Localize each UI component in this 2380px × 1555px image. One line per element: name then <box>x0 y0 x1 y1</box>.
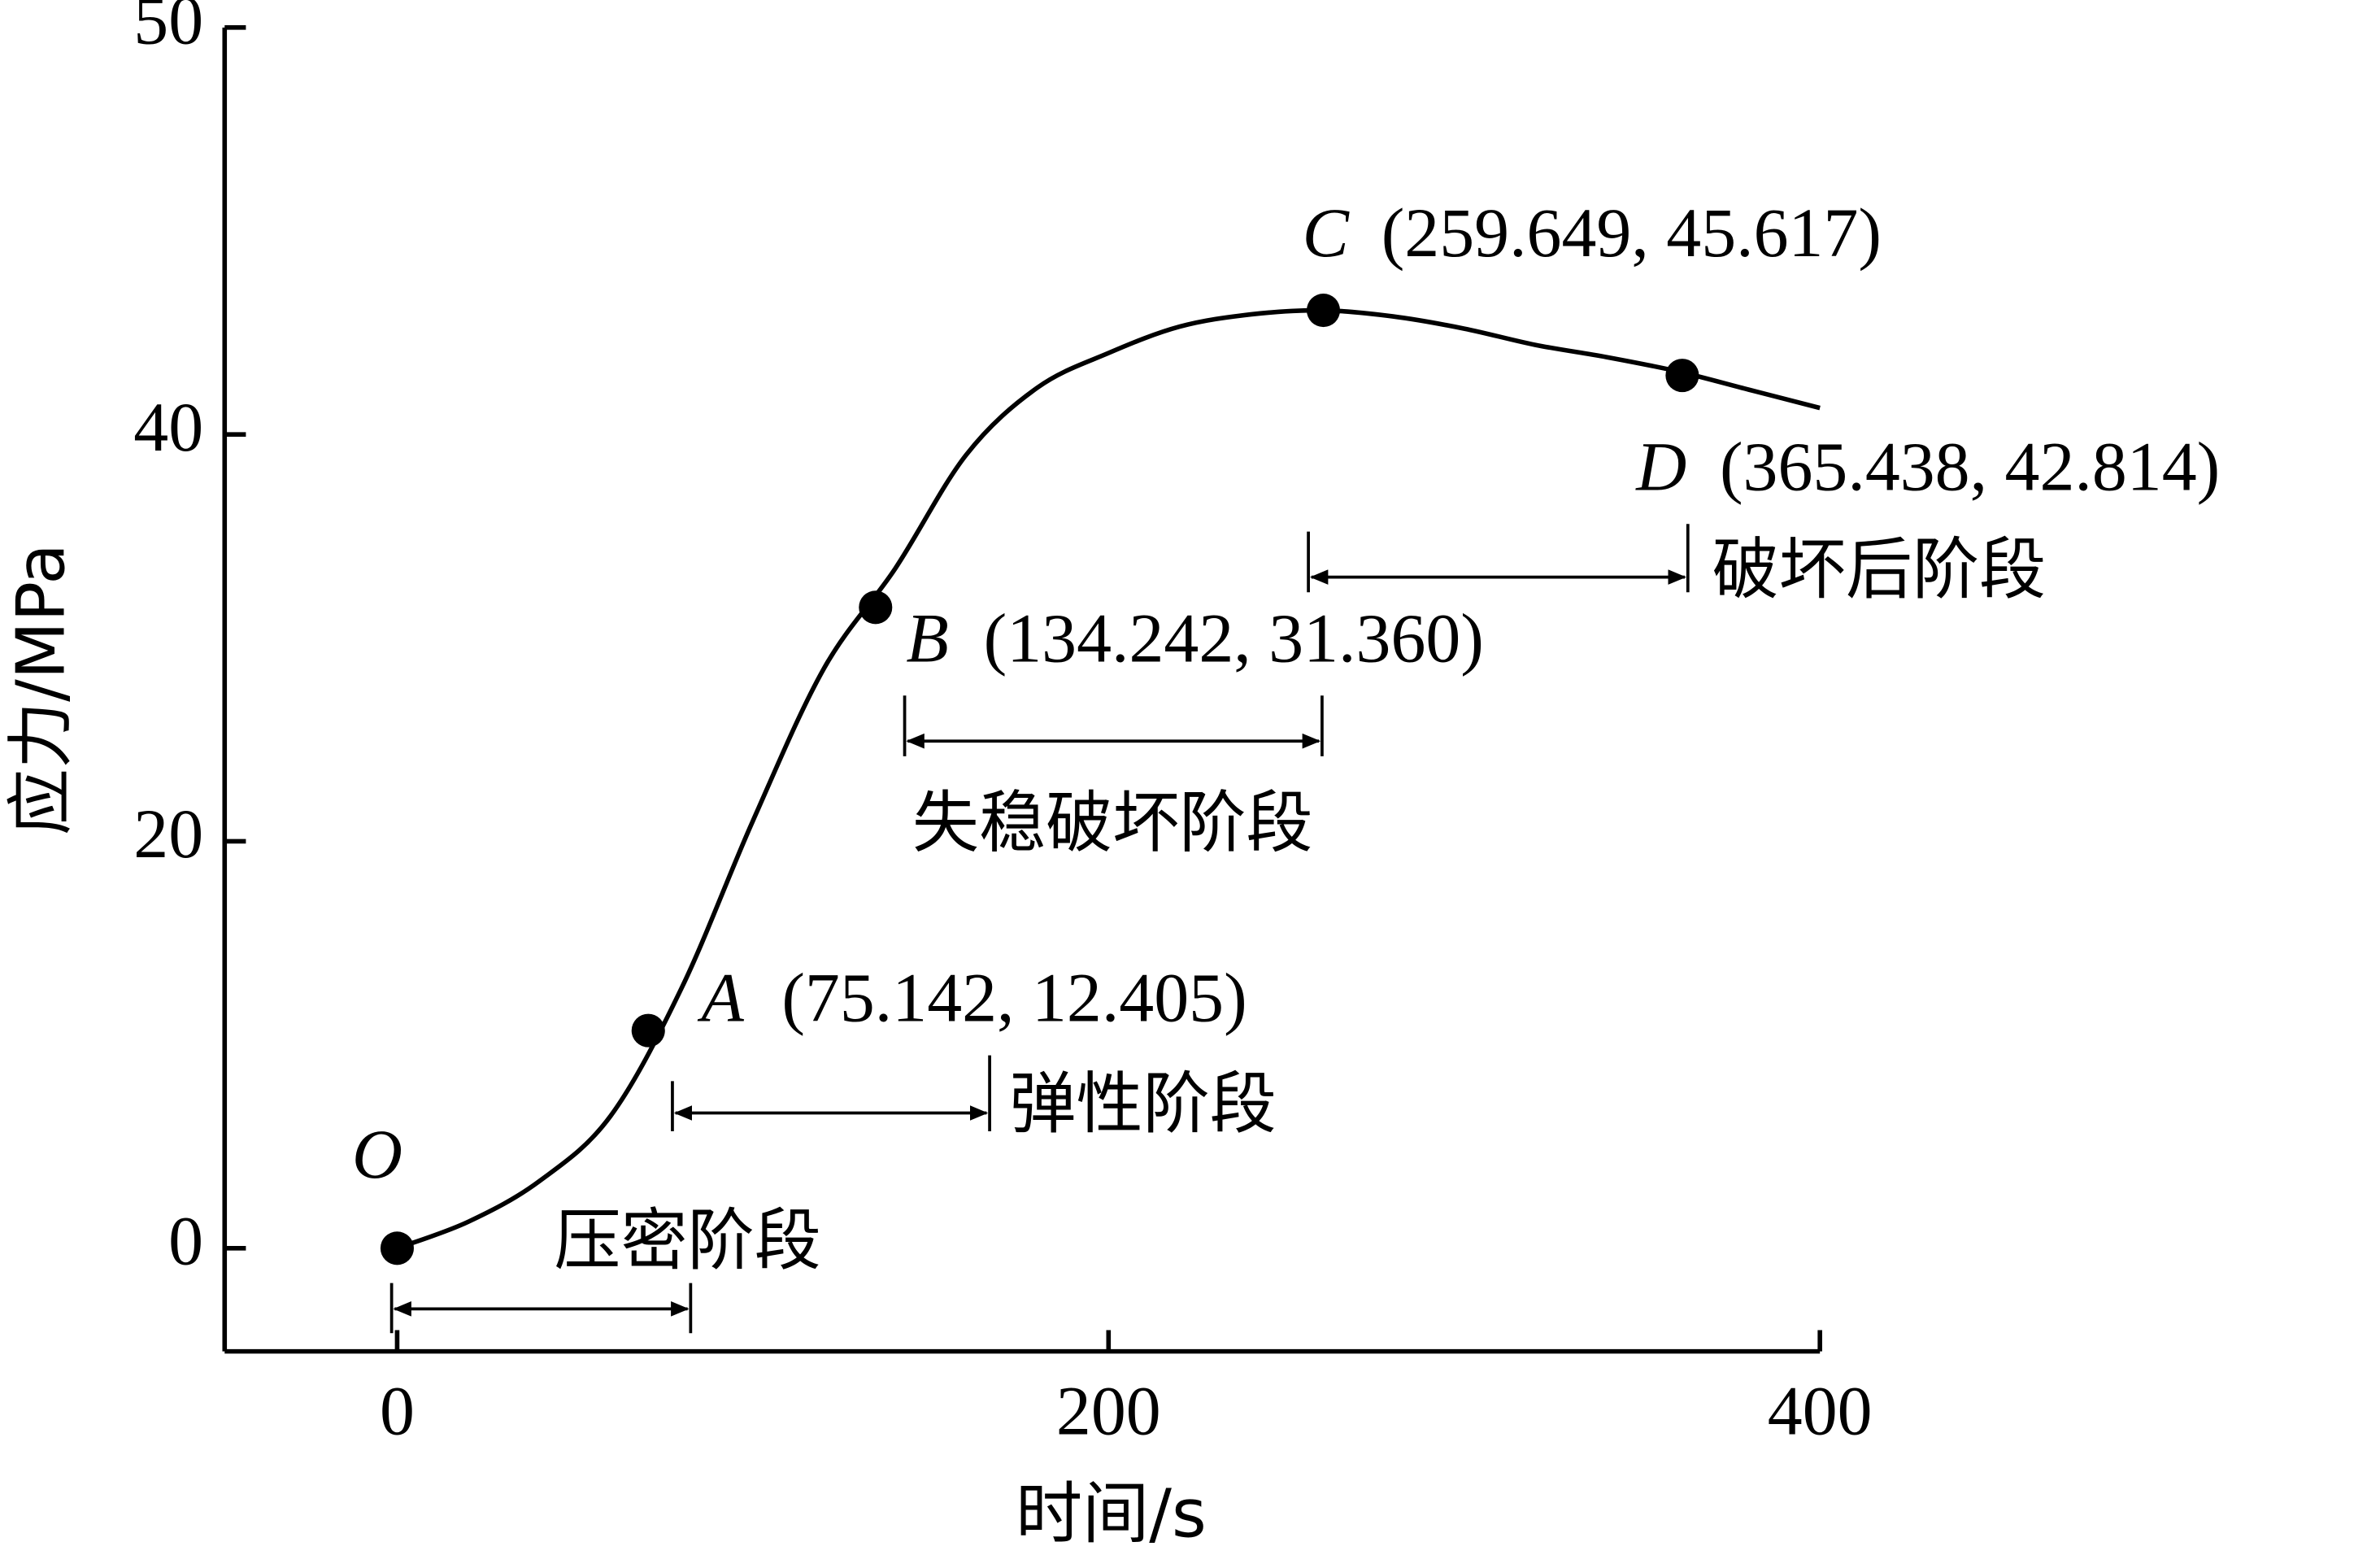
key-point <box>1665 359 1699 393</box>
x-tick-label: 0 <box>380 1371 415 1449</box>
point-label: (75.142, 12.405) <box>781 959 1247 1037</box>
stage-label: 失稳破坏阶段 <box>912 785 1313 862</box>
stage-label: 破坏后阶段 <box>1712 531 2047 608</box>
point-name: D <box>1635 427 1686 505</box>
x-tick-label: 400 <box>1768 1371 1873 1449</box>
curve <box>396 307 1821 1251</box>
y-axis-label: 应力/MPa <box>2 543 80 835</box>
point-name: O <box>352 1115 402 1193</box>
x-tick-label: 200 <box>1056 1371 1161 1449</box>
y-tick-label: 50 <box>133 0 203 59</box>
point-label: (365.438, 42.814) <box>1720 427 2220 505</box>
key-point <box>859 590 893 625</box>
y-tick-label: 20 <box>133 795 203 873</box>
x-axis-label: 时间/s <box>1016 1475 1207 1553</box>
stage-label: 压密阶段 <box>554 1202 820 1279</box>
point-name: B <box>906 599 948 677</box>
y-tick-label: 40 <box>133 388 203 466</box>
key-point <box>1306 294 1341 328</box>
y-tick-label: 0 <box>168 1201 203 1279</box>
point-label: (259.649, 45.617) <box>1381 194 1882 272</box>
key-point <box>631 1013 665 1048</box>
point-label: (134.242, 31.360) <box>984 599 1484 677</box>
point-name: C <box>1303 194 1351 272</box>
stage-label: 弹性阶段 <box>1009 1065 1277 1143</box>
key-point <box>380 1231 414 1265</box>
point-name: A <box>697 959 744 1037</box>
